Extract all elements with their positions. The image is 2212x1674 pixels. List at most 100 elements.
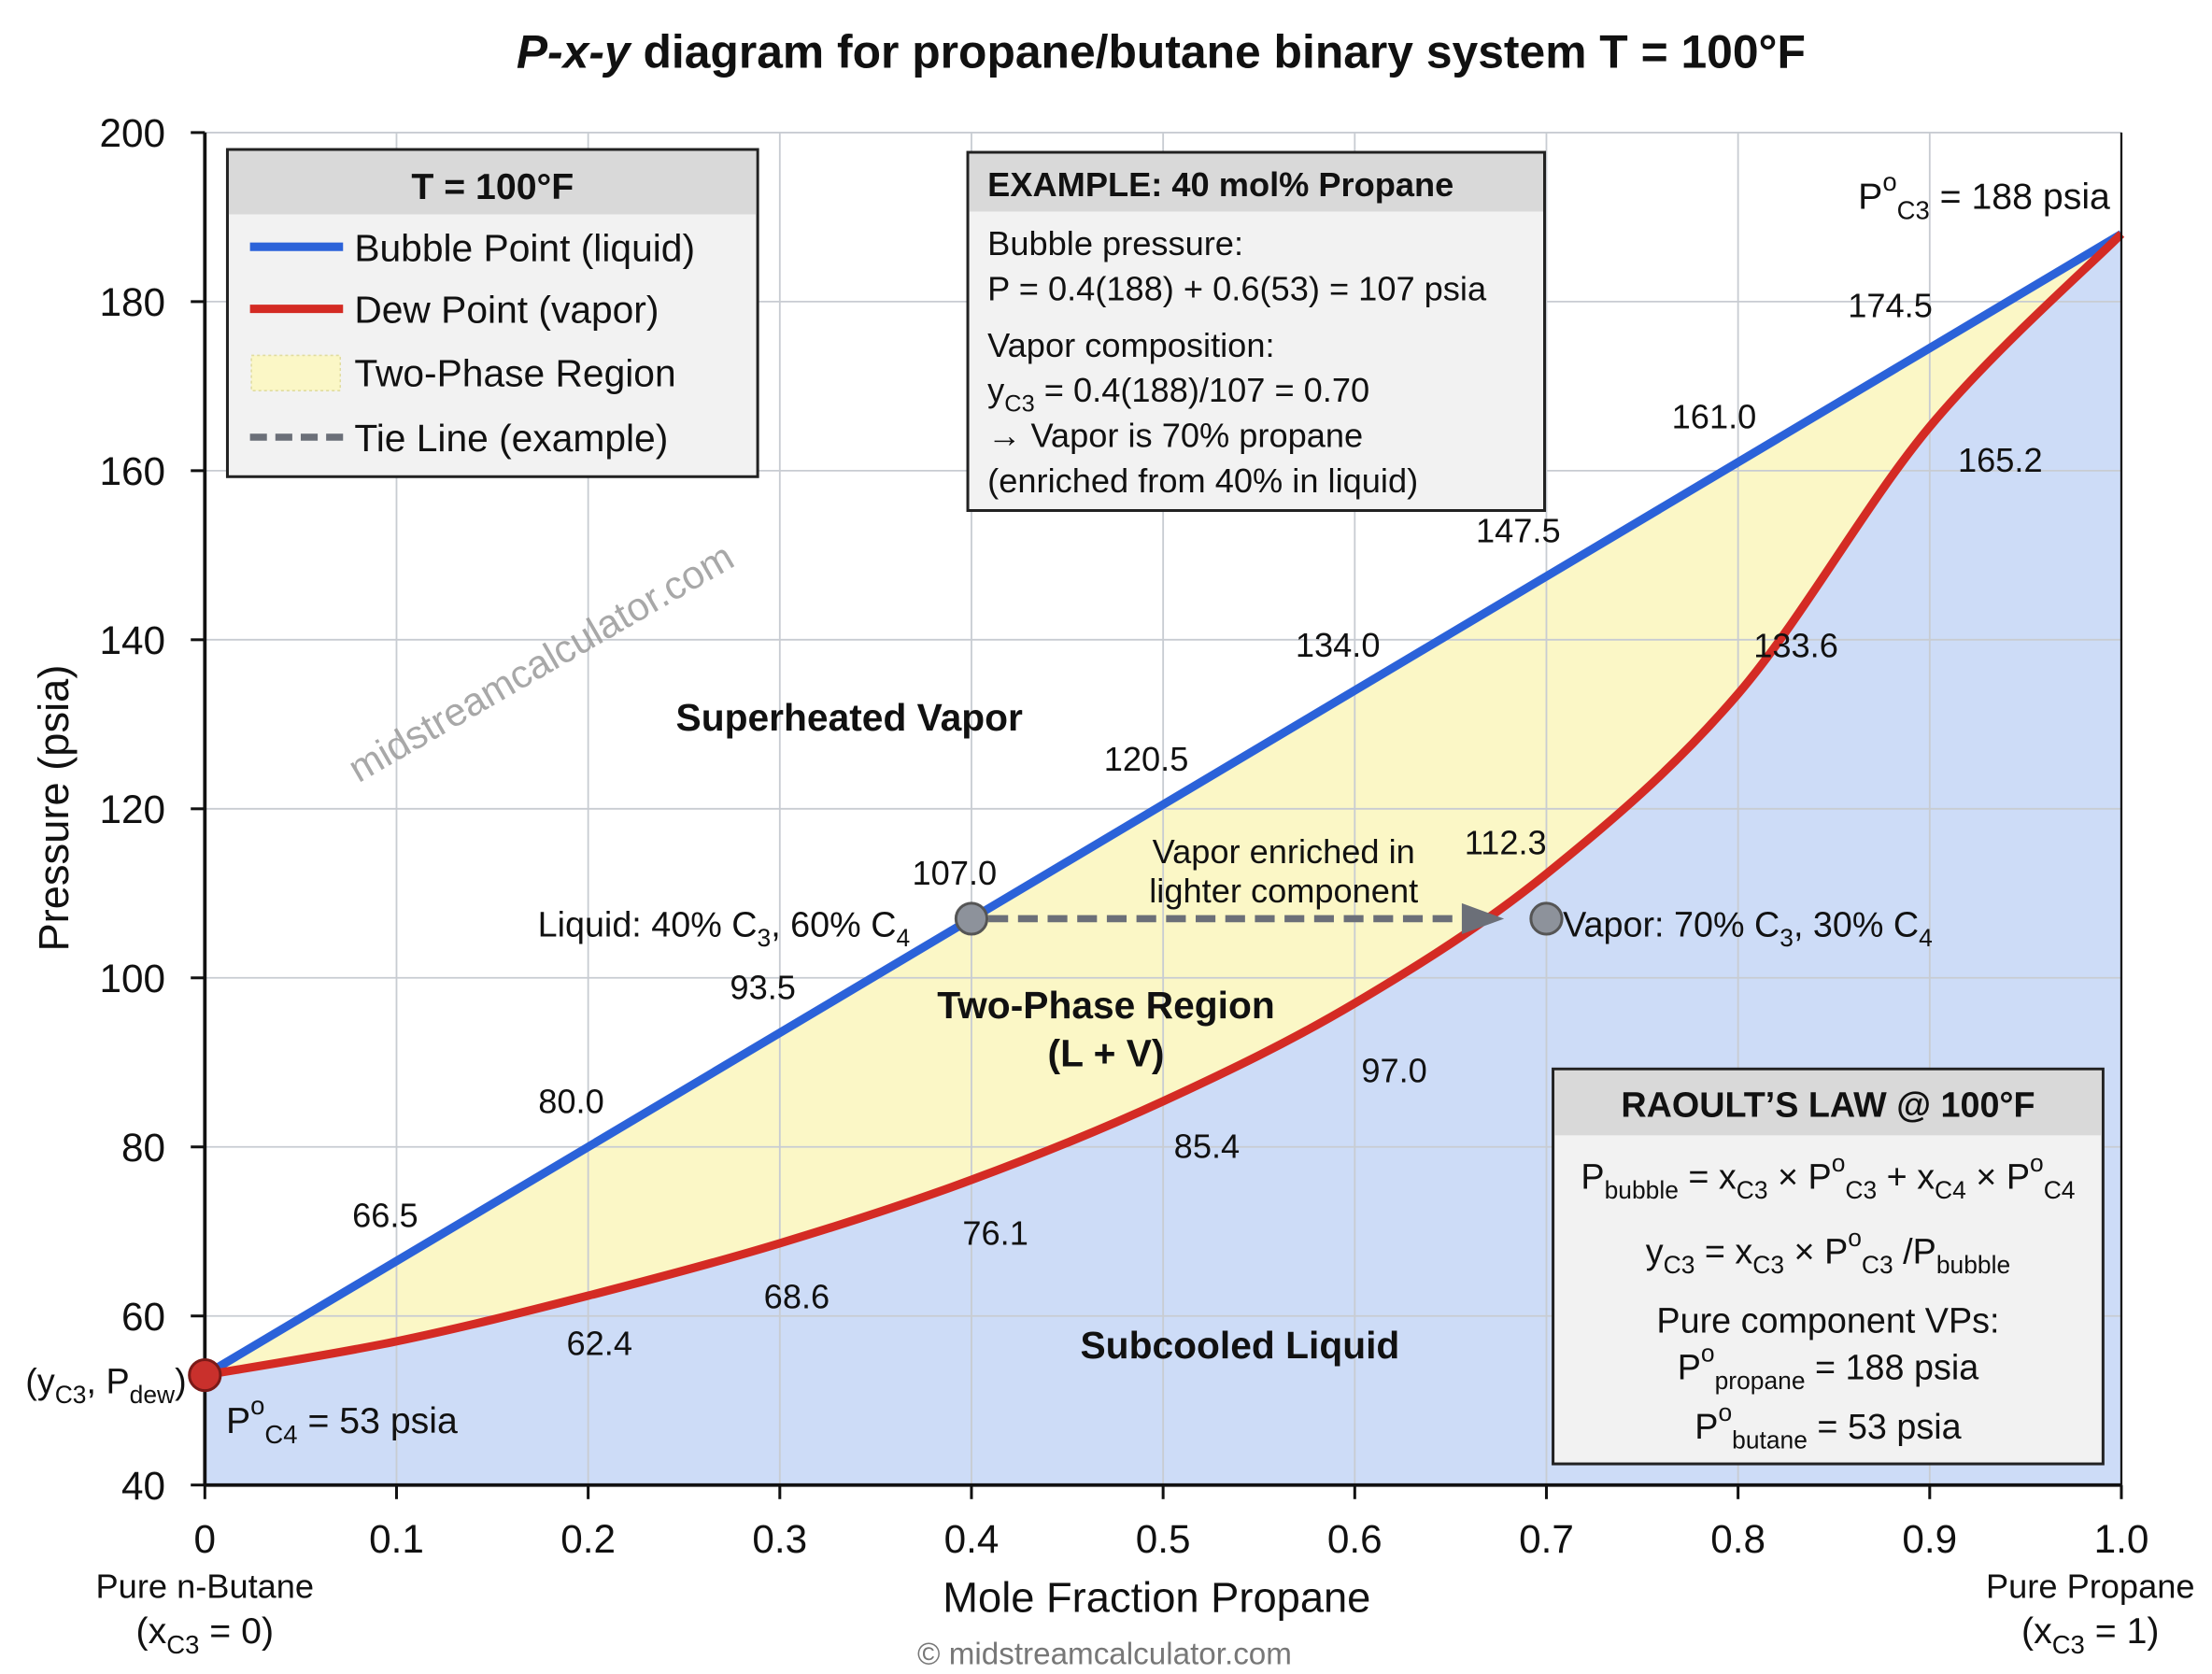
x-tick-label: 1.0 — [2094, 1517, 2149, 1561]
arrow-head-icon — [1461, 902, 1505, 935]
text-segment: Bubble pressure: — [987, 224, 1243, 262]
text-segment: (x — [136, 1610, 167, 1652]
bubble-point-label: 174.5 — [1848, 286, 1933, 324]
text-subscript: C3 — [1845, 1176, 1877, 1204]
y-tick-label: 80 — [121, 1126, 165, 1170]
example-header — [969, 153, 1544, 212]
bubble-point-label: 93.5 — [730, 968, 796, 1006]
bubble-point-label: 134.0 — [1296, 626, 1381, 664]
dew-point-label: 85.4 — [1174, 1127, 1241, 1165]
x-tick-label: 0.1 — [369, 1517, 424, 1561]
text-segment: (x — [2021, 1610, 2052, 1652]
text-segment: = x — [1679, 1157, 1737, 1197]
text-subscript: propane — [1715, 1367, 1806, 1395]
example-line: P = 0.4(188) + 0.6(53) = 107 psia — [987, 270, 1487, 308]
text-segment: = 53 psia — [298, 1400, 458, 1441]
x-tick-label: 0.3 — [752, 1517, 807, 1561]
legend-title: T = 100°F — [411, 166, 574, 207]
raoult-header — [1554, 1070, 2102, 1136]
text-subscript: C3 — [1737, 1176, 1768, 1204]
text-subscript: C3 — [1004, 390, 1034, 417]
text-segment: (enriched from 40% in liquid) — [987, 461, 1418, 500]
text-segment: /P — [1893, 1232, 1936, 1271]
text-segment: = 188 psia — [1930, 176, 2110, 217]
text-subscript: C3 — [1664, 1251, 1695, 1279]
text-segment: , P — [87, 1362, 130, 1401]
liquid-composition-label: Liquid: 40% C3, 60% C4 — [538, 904, 911, 952]
raoult-line: Pure component VPs: — [1656, 1301, 1999, 1341]
bubble-point-label: 66.5 — [352, 1197, 418, 1235]
text-segment: , 60% C — [771, 904, 896, 943]
dew-point-line — [204, 231, 2125, 1380]
example-line: Vapor composition: — [987, 326, 1274, 364]
dew-point-label: 76.1 — [962, 1213, 1028, 1252]
dew-point-label: 68.6 — [764, 1277, 830, 1315]
text-segment: P = 0.4(188) + 0.6(53) = 107 psia — [987, 270, 1487, 308]
y-tick-label: 160 — [100, 449, 166, 493]
example-line: yC3 = 0.4(188)/107 = 0.70 — [987, 371, 1369, 417]
raoult-line: Pbubble = xC3 × PoC3 + xC4 × PoC4 — [1581, 1149, 2075, 1204]
y-tick-label: 180 — [100, 280, 166, 324]
text-subscript: C4 — [264, 1420, 297, 1449]
raoult-line: Pobutane = 53 psia — [1694, 1398, 1961, 1454]
example-line: Bubble pressure: — [987, 224, 1243, 262]
text-supscript: o — [2030, 1149, 2044, 1177]
text-subscript: C3 — [55, 1381, 87, 1409]
example-box-frame — [966, 150, 1547, 513]
text-supscript: o — [250, 1391, 264, 1420]
bubble-point-label: 120.5 — [1104, 740, 1189, 778]
dew-point-label: 97.0 — [1361, 1051, 1427, 1089]
y-tick-label: 200 — [100, 111, 166, 155]
text-segment: → Vapor is 70% propane — [987, 417, 1363, 455]
x-axis-label: Mole Fraction Propane — [943, 1574, 1370, 1622]
y-tick-label: 140 — [100, 618, 166, 662]
x-tick-label: 0.9 — [1902, 1517, 1957, 1561]
text-segment: P — [226, 1400, 250, 1441]
text-segment: × P — [1966, 1157, 2030, 1197]
raoult-line: Popropane = 188 psia — [1678, 1340, 1978, 1395]
pure-propane-label: Pure Propane — [1986, 1567, 2195, 1605]
text-segment: × P — [1768, 1157, 1832, 1197]
x-tick-label: 0.2 — [560, 1517, 616, 1561]
x-tick-label: 0.7 — [1519, 1517, 1574, 1561]
example-title: EXAMPLE: 40 mol% Propane — [987, 165, 1453, 204]
dew-endpoint-marker — [188, 1357, 222, 1393]
text-subscript: C3 — [2052, 1630, 2085, 1659]
x-tick-label: 0 — [194, 1517, 217, 1561]
text-segment: ) — [175, 1362, 187, 1401]
text-segment: , 30% C — [1794, 904, 1919, 943]
raoults-law-box: RAOULT’S LAW @ 100°F Pbubble = xC3 × PoC… — [1552, 1067, 2105, 1466]
two-phase-label: Two-Phase Region — [937, 984, 1275, 1027]
two-phase-sub-label: (L + V) — [1048, 1031, 1165, 1074]
text-subscript: bubble — [1936, 1251, 2010, 1279]
dew-point-marker-label: (yC3, Pdew) — [25, 1362, 186, 1410]
text-subscript: butane — [1732, 1426, 1808, 1454]
text-supscript: o — [1882, 167, 1896, 196]
bubble-point-label: 147.5 — [1476, 512, 1561, 550]
example-line: (enriched from 40% in liquid) — [987, 461, 1418, 500]
text-subscript: 3 — [758, 924, 772, 952]
footer-copyright: © midstreamcalculator.com — [917, 1637, 1292, 1671]
text-subscript: 4 — [1919, 924, 1933, 952]
title-italic: P-x-y — [517, 25, 632, 78]
legend: T = 100°F Bubble Point (liquid) Dew Poin… — [225, 148, 759, 478]
y-tick-label: 60 — [121, 1295, 165, 1339]
text-subscript: bubble — [1605, 1176, 1679, 1204]
subcooled-liquid-label: Subcooled Liquid — [1081, 1324, 1400, 1367]
y-axis-label: Pressure (psia) — [30, 665, 78, 952]
legend-item-dew: Dew Point (vapor) — [354, 289, 659, 332]
text-segment: (y — [25, 1362, 55, 1401]
text-supscript: o — [1701, 1340, 1715, 1368]
dew-point-label: 133.6 — [1753, 626, 1838, 664]
text-subscript: C4 — [1935, 1176, 1966, 1204]
x-tick-label: 0.5 — [1136, 1517, 1191, 1561]
bubble-point-label: 161.0 — [1672, 398, 1757, 436]
x-tick-label: 0.8 — [1710, 1517, 1765, 1561]
example-box: EXAMPLE: 40 mol% Propane Bubble pressure… — [966, 150, 1547, 513]
text-supscript: o — [1848, 1224, 1862, 1252]
raoult-line: yC3 = xC3 × PoC3 /Pbubble — [1646, 1224, 2010, 1279]
text-segment: y — [1646, 1232, 1664, 1271]
text-supscript: o — [1718, 1398, 1732, 1426]
butane-vapor-pressure-label: PoC4 = 53 psia — [226, 1391, 458, 1449]
